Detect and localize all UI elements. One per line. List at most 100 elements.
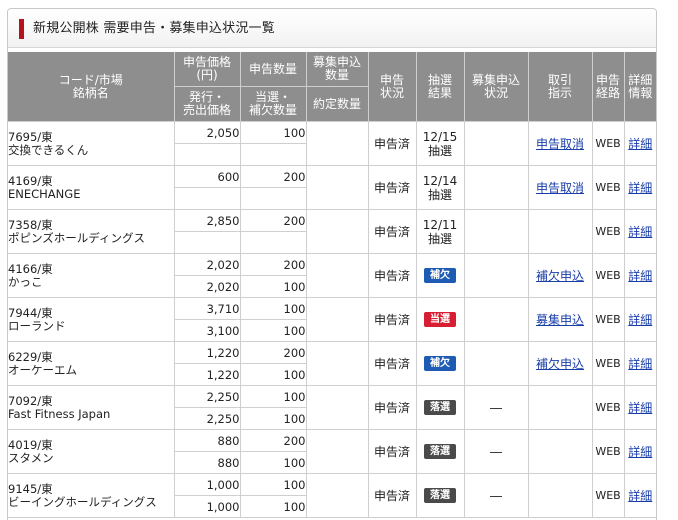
- stock-cell: 6229/東 オーケーエム: [8, 341, 175, 386]
- table-row-sub: 1,000 100: [8, 495, 656, 518]
- route: WEB: [591, 165, 625, 210]
- winning-qty: [239, 187, 306, 210]
- instruction-link[interactable]: 申告取消: [535, 136, 584, 151]
- details-link[interactable]: 詳細: [628, 356, 653, 371]
- details-link[interactable]: 詳細: [628, 400, 653, 415]
- declare-status: 申告済: [367, 297, 417, 342]
- details-cell: 詳細: [623, 209, 656, 254]
- table-row: 4169/東 ENECHANGE 600 200 申告済 12/14 抽選 申告取消 WEB 詳細: [8, 165, 656, 210]
- title-accent-bar: [19, 19, 24, 39]
- lottery-result: 落選: [415, 473, 465, 518]
- declared-qty: 200: [239, 209, 307, 232]
- declared-price: 2,050: [173, 121, 241, 144]
- winning-qty: [239, 231, 306, 254]
- lottery-result: 落選: [415, 429, 465, 474]
- stock-name: ポピンズホールディングス: [8, 230, 145, 245]
- result-badge: 補欠: [424, 268, 456, 283]
- stock-code-market: 7358/東: [8, 217, 53, 232]
- issue-price: [174, 231, 241, 254]
- route: WEB: [591, 253, 625, 298]
- table-row: 4019/東 スタメン 880 200 申告済 落選 ― WEB 詳細: [8, 429, 656, 474]
- issue-price: 3,100: [174, 319, 241, 342]
- offer-status: [463, 253, 529, 298]
- declare-status: 申告済: [367, 473, 417, 518]
- route: WEB: [591, 297, 625, 342]
- issue-price: 2,020: [174, 275, 241, 298]
- winning-qty: 100: [239, 407, 306, 430]
- lottery-date: 12/14 抽選: [422, 173, 458, 202]
- winning-qty: 100: [239, 363, 306, 386]
- details-link[interactable]: 詳細: [628, 136, 653, 151]
- offer-status: [463, 165, 529, 210]
- lottery-result: 補欠: [415, 253, 465, 298]
- declare-status: 申告済: [367, 341, 417, 386]
- lottery-date: 12/11 抽選: [422, 217, 458, 246]
- stock-name: ENECHANGE: [8, 186, 81, 201]
- table-row-sub: 1,220 100: [8, 363, 656, 386]
- stock-code-market: 7695/東: [8, 129, 53, 144]
- declared-qty: 100: [239, 473, 307, 496]
- declared-qty: 200: [239, 341, 307, 364]
- offer-qty: [305, 297, 369, 342]
- instruction-link[interactable]: 申告取消: [535, 180, 584, 195]
- ipo-rows: 7695/東 交換できるくん 2,050 100 申告済 12/15 抽選 申告取消 WEB 詳細…: [8, 121, 656, 518]
- stock-cell: 7358/東 ポピンズホールディングス: [8, 209, 175, 254]
- details-cell: 詳細: [623, 121, 656, 166]
- header-details: 詳細 情報: [623, 52, 656, 122]
- order-instruction: 補欠申込: [527, 253, 593, 298]
- order-instruction: 募集申込: [527, 297, 593, 342]
- order-instruction: 申告取消: [527, 121, 593, 166]
- stock-cell: 4169/東 ENECHANGE: [8, 165, 175, 210]
- offer-status: ―: [463, 429, 529, 474]
- declared-price: 1,220: [173, 341, 241, 364]
- stock-cell: 7695/東 交換できるくん: [8, 121, 175, 166]
- winning-qty: [239, 143, 306, 166]
- declare-status: 申告済: [367, 209, 417, 254]
- lottery-date: 12/15 抽選: [422, 129, 458, 158]
- offer-status: [463, 297, 529, 342]
- details-link[interactable]: 詳細: [628, 268, 653, 283]
- instruction-link[interactable]: 補欠申込: [535, 268, 584, 283]
- stock-cell: 4019/東 スタメン: [8, 429, 175, 474]
- details-cell: 詳細: [623, 253, 656, 298]
- declare-status: 申告済: [367, 253, 417, 298]
- result-badge: 落選: [424, 400, 456, 415]
- offer-status: [463, 209, 529, 254]
- header-issue-price: 発行・ 売出価格: [174, 86, 241, 122]
- winning-qty: 100: [239, 319, 306, 342]
- stock-cell: 9145/東 ビーイングホールディングス: [8, 473, 175, 518]
- instruction-link[interactable]: 補欠申込: [535, 356, 584, 371]
- details-cell: 詳細: [623, 385, 656, 430]
- ipo-status-table: コード/市場 銘柄名 申告価格 (円) 申告数量 募集申込 数量 申告 状況 抽選 結果 …: [8, 52, 656, 518]
- instruction-link[interactable]: 募集申込: [535, 312, 584, 327]
- stock-name: 交換できるくん: [8, 142, 89, 157]
- stock-code-market: 4169/東: [8, 173, 53, 188]
- order-instruction: 申告取消: [527, 165, 593, 210]
- issue-price: 1,220: [174, 363, 241, 386]
- header-declare-status: 申告 状況: [367, 52, 417, 122]
- header-route: 申告 経路: [591, 52, 625, 122]
- details-link[interactable]: 詳細: [628, 488, 653, 503]
- declared-price: 880: [173, 429, 241, 452]
- lottery-result: 12/15 抽選: [415, 121, 465, 166]
- stock-cell: 4166/東 かっこ: [8, 253, 175, 298]
- stock-name: スタメン: [8, 450, 54, 465]
- offer-status: [463, 121, 529, 166]
- declare-status: 申告済: [367, 429, 417, 474]
- offer-qty: [305, 253, 369, 298]
- declared-qty: 100: [239, 297, 307, 320]
- issue-price: [174, 187, 241, 210]
- details-link[interactable]: 詳細: [628, 312, 653, 327]
- details-link[interactable]: 詳細: [628, 224, 653, 239]
- details-cell: 詳細: [623, 429, 656, 474]
- table-row-sub: 880 100: [8, 451, 656, 474]
- stock-name: ビーイングホールディングス: [8, 494, 157, 509]
- table-row: 7695/東 交換できるくん 2,050 100 申告済 12/15 抽選 申告取消 WEB 詳細: [8, 121, 656, 166]
- details-link[interactable]: 詳細: [628, 180, 653, 195]
- header-winning-qty: 当選・ 補欠数量: [239, 86, 307, 122]
- details-link[interactable]: 詳細: [628, 444, 653, 459]
- route: WEB: [591, 473, 625, 518]
- declared-price: 2,850: [173, 209, 241, 232]
- result-badge: 落選: [424, 444, 456, 459]
- ipo-status-panel: 新規公開株 需要申告・募集申込状況一覧 コード/市場 銘柄名 申告価格 (円) 申告…: [7, 8, 657, 520]
